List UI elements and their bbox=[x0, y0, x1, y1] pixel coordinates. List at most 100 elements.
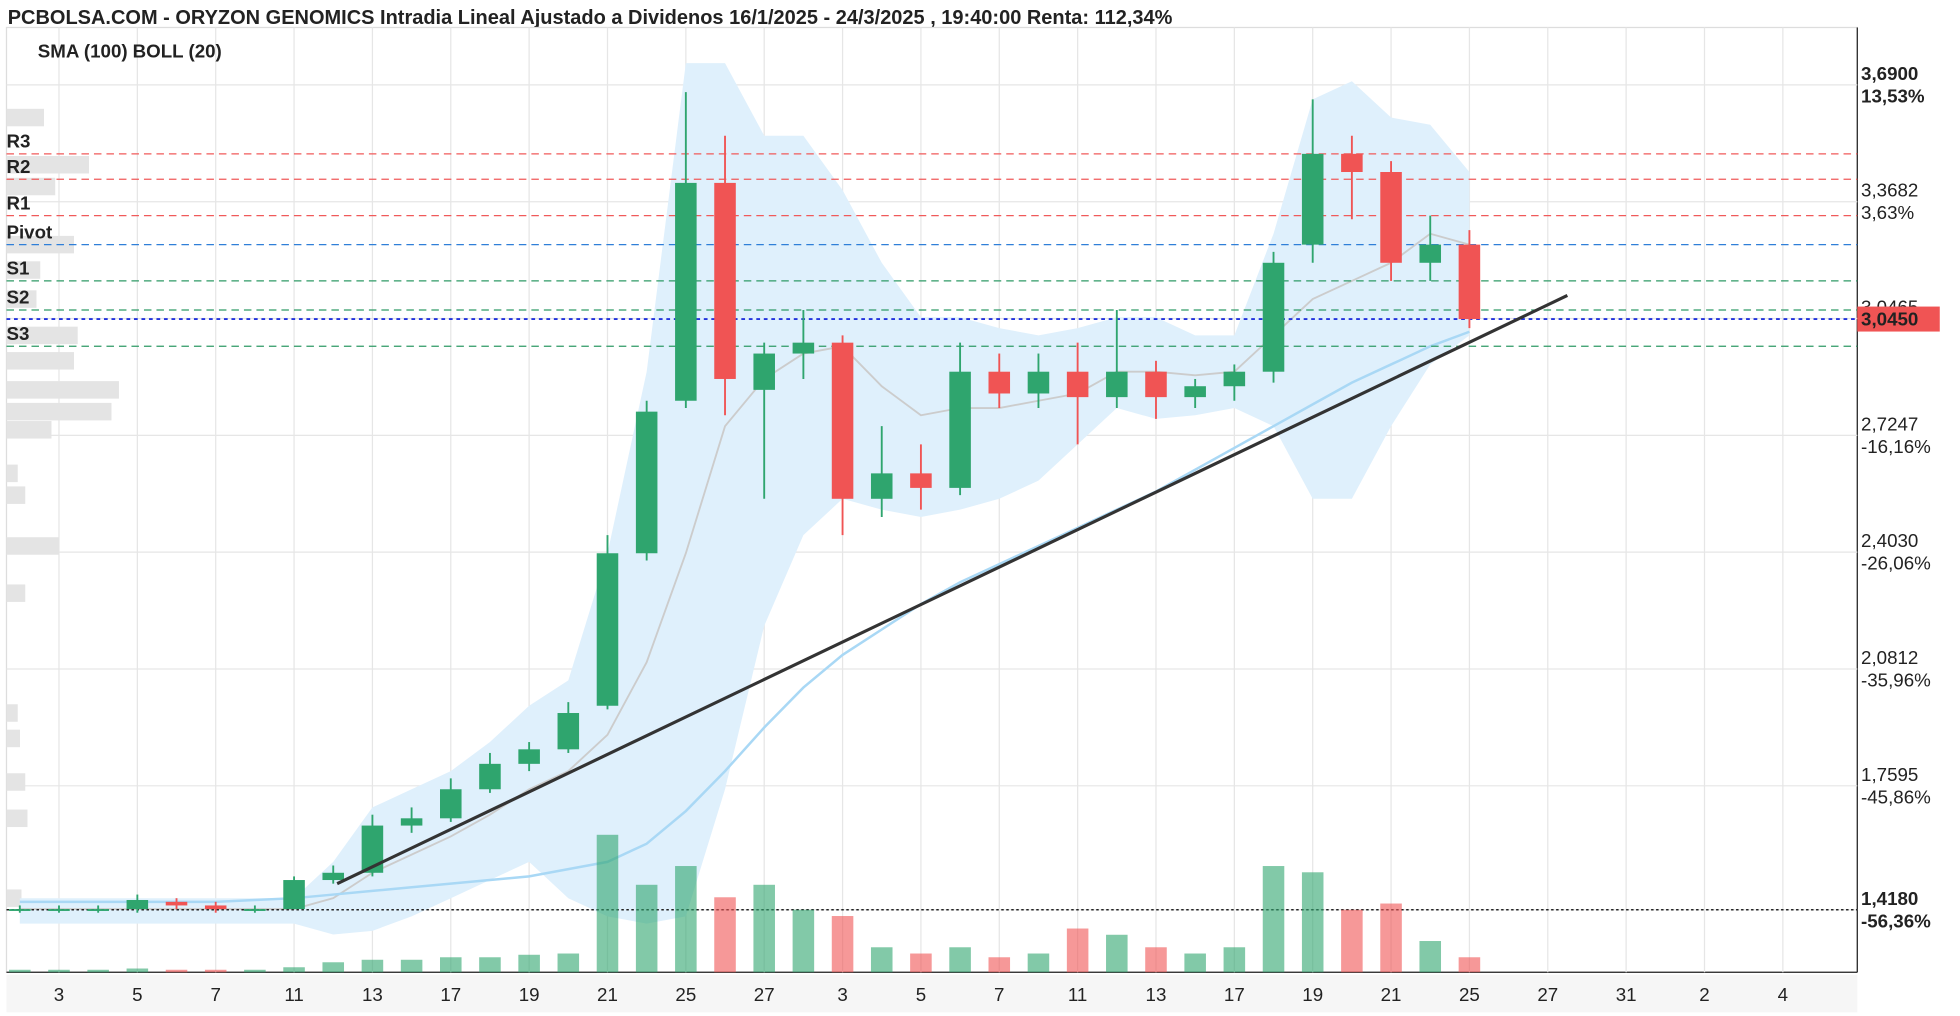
x-tick-label: 4 bbox=[1778, 984, 1788, 1005]
volume-bar bbox=[714, 897, 736, 973]
last-price-label: 3,0450 bbox=[1861, 308, 1918, 329]
volume-profile-bar bbox=[6, 326, 78, 345]
candle-body bbox=[675, 182, 697, 401]
x-tick-label: 7 bbox=[210, 984, 220, 1005]
y-tick-percent: -45,86% bbox=[1861, 786, 1931, 807]
volume-bar bbox=[635, 884, 658, 973]
volume-bar bbox=[675, 866, 697, 973]
sma-line bbox=[19, 330, 1470, 904]
volume-profile-bar bbox=[6, 235, 74, 254]
volume-profile-bar bbox=[6, 704, 18, 722]
volume-bar bbox=[165, 969, 188, 973]
volume-bar bbox=[1458, 957, 1481, 973]
volume-bar bbox=[440, 957, 462, 973]
volume-profile-bar bbox=[6, 381, 119, 399]
volume-bar bbox=[910, 953, 932, 973]
volume-profile-bar bbox=[6, 402, 112, 421]
candle-body bbox=[1380, 172, 1402, 263]
volume-bar bbox=[949, 947, 971, 973]
y-tick-label: 2,0812 bbox=[1861, 647, 1918, 668]
candle-body bbox=[48, 909, 70, 911]
x-tick-label: 17 bbox=[440, 984, 461, 1005]
volume-profile-bar bbox=[6, 155, 89, 174]
volume-bar bbox=[479, 957, 501, 973]
candle-body bbox=[1027, 371, 1050, 394]
x-tick-label: 17 bbox=[1224, 984, 1245, 1005]
volume-profile-bar bbox=[6, 584, 26, 602]
chart-title: PCBOLSA.COM - ORYZON GENOMICS Intradia L… bbox=[8, 7, 1173, 29]
candle-body bbox=[1262, 262, 1285, 372]
candle-body bbox=[1066, 371, 1089, 398]
candle-body bbox=[165, 901, 188, 906]
volume-profile-bar bbox=[6, 486, 26, 504]
x-tick-label: 2 bbox=[1699, 984, 1709, 1005]
candle-body bbox=[988, 371, 1011, 394]
volume-bar bbox=[596, 834, 619, 973]
volume-profile-bar bbox=[6, 889, 22, 907]
volume-profile-bar bbox=[6, 464, 18, 483]
candle-body bbox=[479, 763, 501, 790]
candle-body bbox=[870, 473, 893, 499]
y-tick-label: 1,4180 bbox=[1861, 888, 1918, 909]
volume-bar bbox=[1027, 953, 1050, 973]
y-tick-percent: -35,96% bbox=[1861, 669, 1931, 690]
x-tick-label: 5 bbox=[132, 984, 142, 1005]
y-tick-percent: -56,36% bbox=[1861, 910, 1931, 931]
volume-bar bbox=[126, 968, 149, 973]
candle-body bbox=[1458, 244, 1481, 320]
candle-body bbox=[1419, 244, 1442, 263]
volume-bar bbox=[988, 957, 1011, 973]
candle-body bbox=[714, 182, 736, 379]
volume-bar bbox=[792, 909, 815, 973]
candle-body bbox=[1223, 371, 1246, 387]
pivot-label: S1 bbox=[6, 258, 29, 279]
volume-bar bbox=[48, 969, 70, 973]
pivot-label: S2 bbox=[6, 287, 29, 308]
y-tick-label: 3,3682 bbox=[1861, 180, 1918, 201]
trendline bbox=[336, 294, 1569, 886]
volume-profile-bar bbox=[6, 729, 20, 748]
volume-bar bbox=[9, 969, 31, 973]
y-tick-percent: -16,16% bbox=[1861, 436, 1931, 457]
legend-entry: BOLL (20) bbox=[133, 40, 222, 61]
volume-bar bbox=[1380, 903, 1402, 973]
candle-body bbox=[910, 473, 932, 488]
legend-entry: SMA (100) bbox=[38, 40, 128, 61]
candle-body bbox=[244, 909, 266, 911]
x-tick-label: 7 bbox=[994, 984, 1004, 1005]
x-tick-label: 31 bbox=[1616, 984, 1637, 1005]
candle-body bbox=[87, 909, 109, 911]
x-tick-label: 27 bbox=[1537, 984, 1558, 1005]
x-tick-label: 13 bbox=[1146, 984, 1167, 1005]
candle-body bbox=[557, 713, 580, 750]
volume-bar bbox=[1223, 947, 1246, 973]
x-tick-label: 19 bbox=[519, 984, 540, 1005]
y-tick-percent: 3,63% bbox=[1861, 202, 1914, 223]
x-tick-label: 3 bbox=[837, 984, 847, 1005]
volume-bar bbox=[244, 969, 266, 973]
volume-bar bbox=[204, 969, 227, 973]
x-tick-label: 5 bbox=[916, 984, 926, 1005]
volume-profile-bar bbox=[6, 809, 28, 828]
x-tick-label: 27 bbox=[754, 984, 775, 1005]
volume-bar bbox=[518, 954, 540, 973]
y-tick-label: 1,7595 bbox=[1861, 764, 1918, 785]
candle-body bbox=[1184, 386, 1206, 398]
x-tick-label: 21 bbox=[597, 984, 618, 1005]
pivot-label: Pivot bbox=[6, 221, 53, 242]
volume-profile-bar bbox=[6, 773, 26, 791]
candle-body bbox=[635, 411, 658, 554]
candle-body bbox=[949, 371, 971, 488]
volume-profile-bar bbox=[6, 261, 41, 279]
pivot-label: R2 bbox=[6, 156, 30, 177]
volume-bar bbox=[1262, 866, 1285, 973]
bollinger-band bbox=[19, 63, 1470, 935]
candle-body bbox=[361, 825, 384, 873]
volume-bar bbox=[322, 962, 345, 973]
volume-bar bbox=[1419, 941, 1442, 973]
pivot-label: R3 bbox=[6, 131, 30, 152]
candle-body bbox=[283, 880, 305, 910]
volume-bar bbox=[557, 953, 580, 973]
candle-body bbox=[831, 342, 854, 499]
